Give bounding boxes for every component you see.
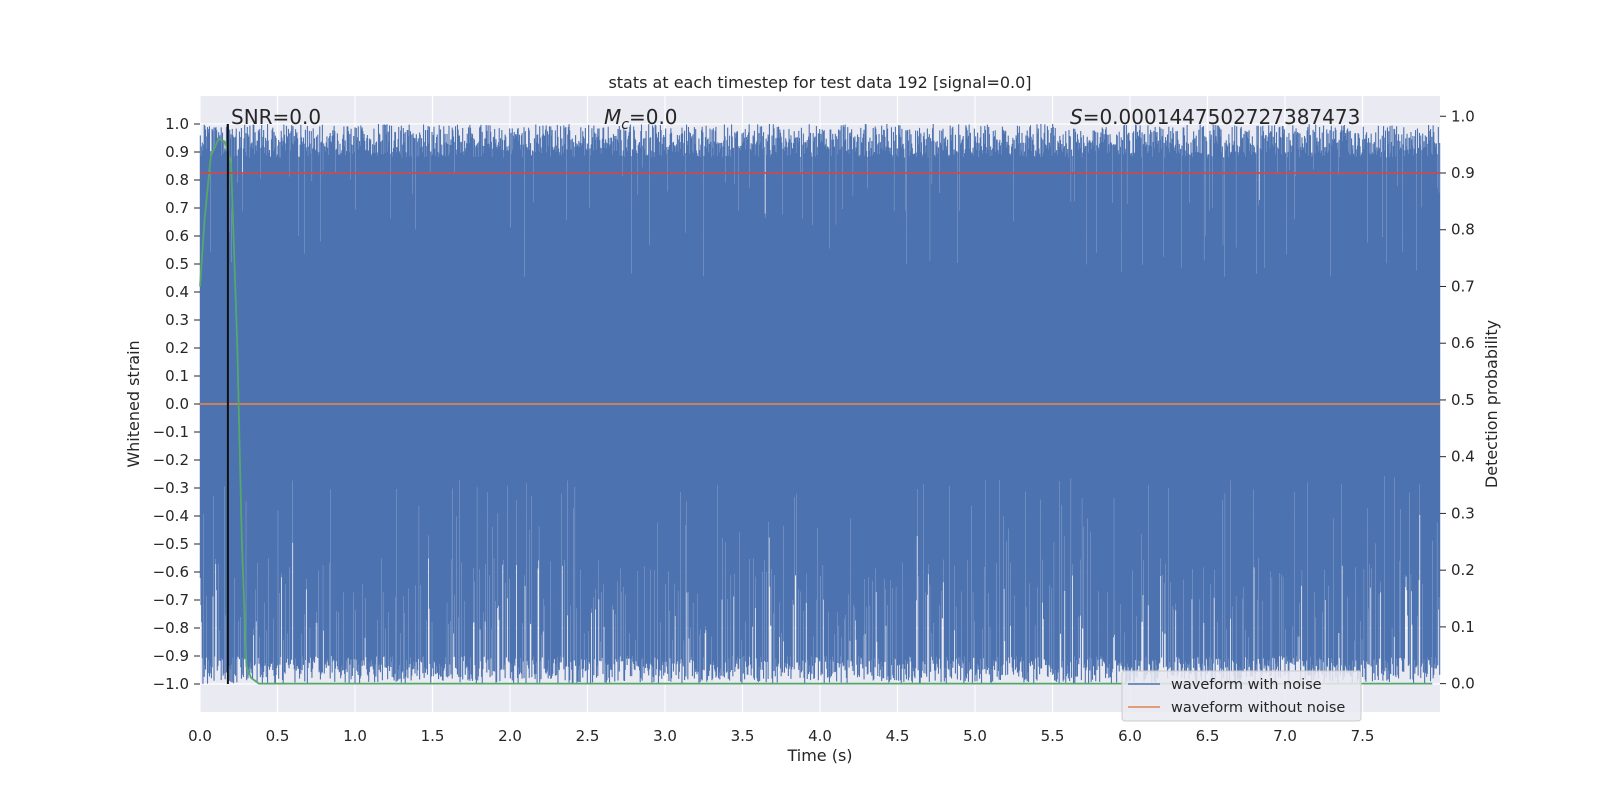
x-tick-label: 4.0 (808, 727, 832, 745)
y-tick-label: 0.5 (165, 255, 189, 273)
x-tick-label: 2.0 (498, 727, 522, 745)
x-tick-label: 5.0 (963, 727, 987, 745)
detection-probability-line (199, 137, 1433, 685)
y-axis-label: Whitened strain (124, 340, 143, 467)
y-tick-label: −0.3 (153, 479, 189, 497)
y-tick-label: −0.1 (153, 423, 189, 441)
y2-tick-label: 1.0 (1451, 107, 1475, 125)
y2-tick-label: 0.3 (1451, 504, 1475, 522)
y-tick-label: −0.2 (153, 451, 189, 469)
y-tick-label: −0.7 (153, 591, 189, 609)
y2-tick-label: 0.8 (1451, 221, 1475, 239)
y2-tick-label: 0.9 (1451, 164, 1475, 182)
y2-tick-label: 0.6 (1451, 334, 1475, 352)
x-tick-label: 7.5 (1351, 727, 1375, 745)
y-tick-label: 0.3 (165, 311, 189, 329)
x-tick-label: 4.5 (886, 727, 910, 745)
y-tick-label: 0.6 (165, 227, 189, 245)
legend-box (1121, 670, 1362, 722)
y-tick-label: 0.8 (165, 171, 189, 189)
y-tick-label: −0.9 (153, 647, 189, 665)
y2-tick-labels: 1.0 0.9 0.8 0.7 0.6 0.5 0.4 0.3 0.2 0.1 0.0 (1440, 107, 1475, 693)
x-tick-label: 1.5 (421, 727, 445, 745)
x-tick-label: 1.0 (343, 727, 367, 745)
y2-tick-label: 0.4 (1451, 448, 1475, 466)
y-tick-label: 0.9 (165, 143, 189, 161)
waveform-with-noise (199, 124, 1441, 684)
mc-subscript: c (621, 117, 629, 133)
y2-tick-label: 0.1 (1451, 618, 1475, 636)
y-tick-label: −0.6 (153, 563, 189, 581)
x-tick-label: 0.0 (188, 727, 212, 745)
x-tick-label: 0.5 (266, 727, 290, 745)
y-tick-label: −0.4 (153, 507, 189, 525)
x-tick-label: 2.5 (576, 727, 600, 745)
y-tick-labels: 1.0 0.9 0.8 0.7 0.6 0.5 0.4 0.3 0.2 0.1 0.0 −0.1 −0.… (153, 115, 200, 693)
y2-axis-label: Detection probability (1482, 320, 1501, 488)
legend-entry-noise: waveform with noise (1171, 677, 1322, 693)
s-annotation: S=0.0001447502727387473 (1070, 105, 1360, 129)
y2-tick-label: 0.5 (1451, 391, 1475, 409)
y-tick-label: 0.0 (165, 395, 189, 413)
x-tick-label: 3.0 (653, 727, 677, 745)
s-value: =0.0001447502727387473 (1083, 105, 1361, 129)
x-tick-labels: 0.0 0.5 1.0 1.5 2.0 2.5 3.0 3.5 4.0 4.5 5.0 5.5 6.0 6… (188, 727, 1374, 745)
x-tick-label: 6.5 (1196, 727, 1220, 745)
series-layer (199, 124, 1440, 685)
mc-annotation: Mc=0.0 (604, 105, 678, 133)
y-tick-label: −0.5 (153, 535, 189, 553)
y-tick-label: 0.1 (165, 367, 189, 385)
y2-tick-label: 0.7 (1451, 277, 1475, 295)
snr-annotation: SNR=0.0 (231, 105, 321, 129)
y-tick-label: −1.0 (153, 675, 189, 693)
mc-symbol: M (604, 105, 621, 129)
legend: waveform with noise waveform without noi… (1121, 670, 1362, 722)
y-tick-label: 0.7 (165, 199, 189, 217)
x-tick-label: 5.5 (1041, 727, 1065, 745)
noise-waveform-layer (199, 124, 1441, 684)
x-axis-label: Time (s) (786, 746, 852, 765)
s-symbol: S (1070, 105, 1083, 129)
legend-entry-clean: waveform without noise (1171, 700, 1345, 716)
y2-tick-label: 0.2 (1451, 561, 1475, 579)
x-tick-label: 7.0 (1273, 727, 1297, 745)
y2-tick-label: 0.0 (1451, 675, 1475, 693)
y-tick-label: −0.8 (153, 619, 189, 637)
x-tick-label: 3.5 (731, 727, 755, 745)
y-tick-label: 0.2 (165, 339, 189, 357)
y-tick-label: 0.4 (165, 283, 189, 301)
y-tick-label: 1.0 (165, 115, 189, 133)
chart-title: stats at each timestep for test data 192… (608, 73, 1031, 92)
mc-value: =0.0 (629, 105, 678, 129)
x-tick-label: 6.0 (1118, 727, 1142, 745)
